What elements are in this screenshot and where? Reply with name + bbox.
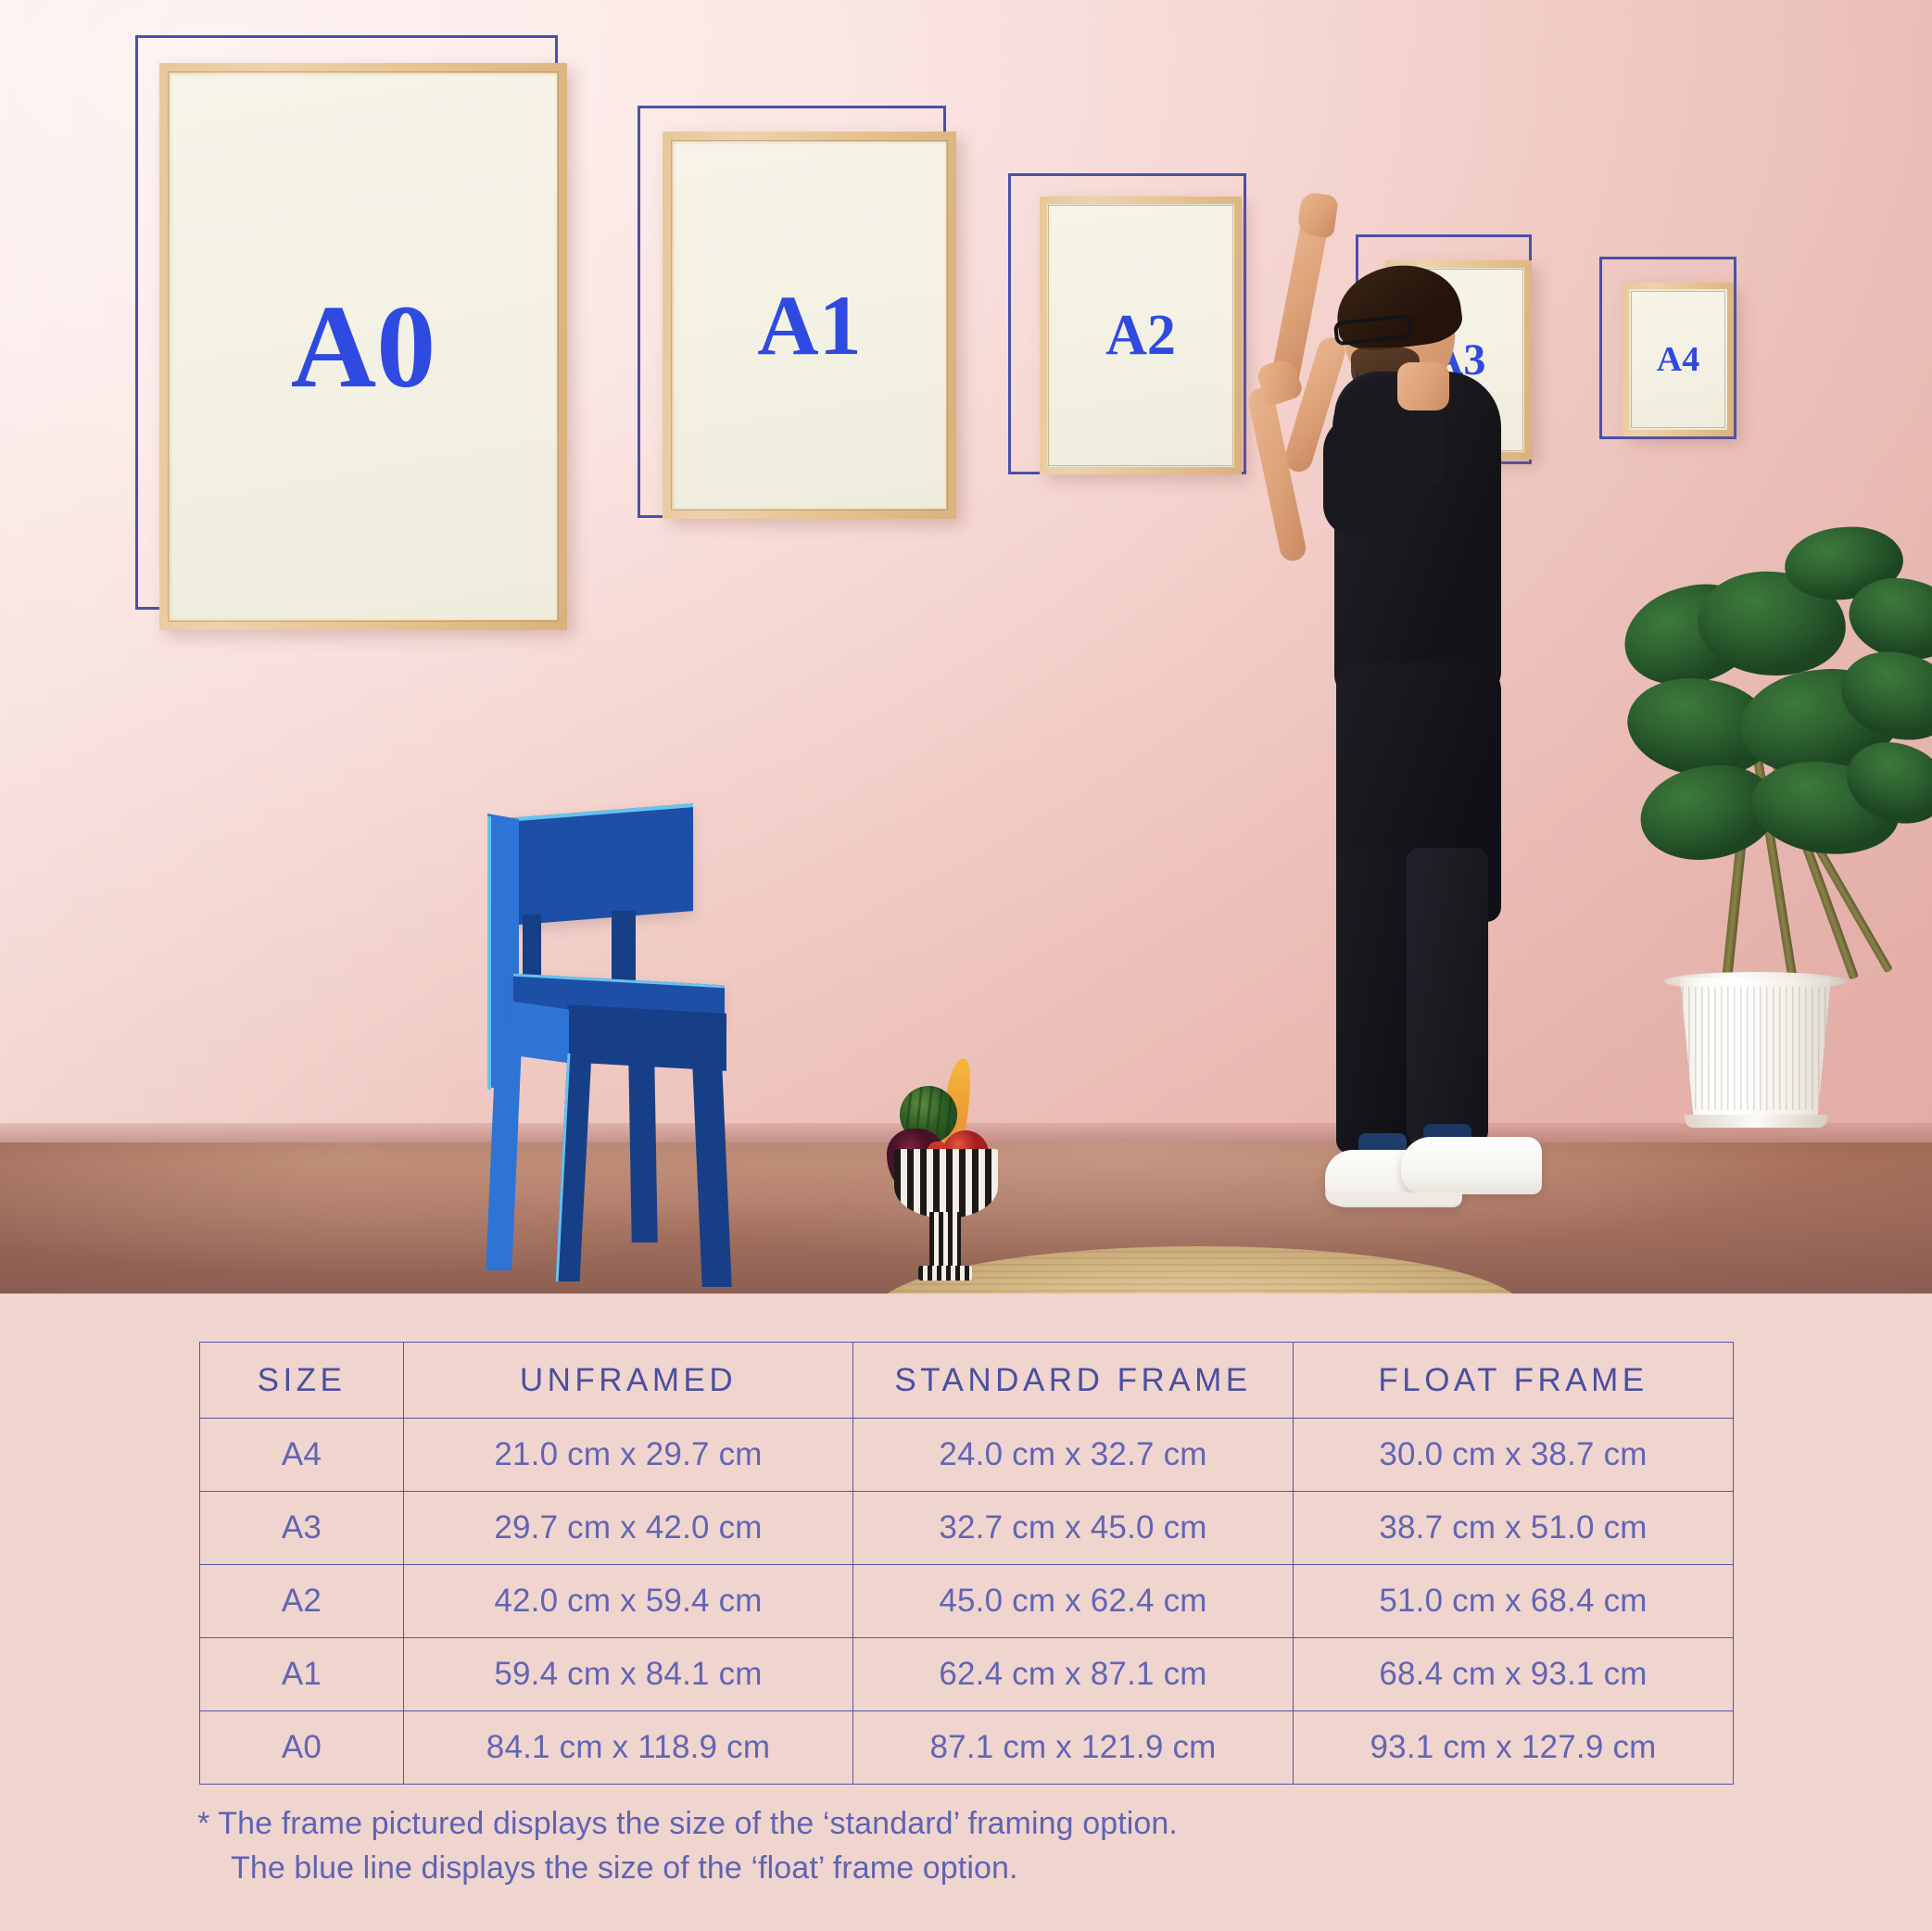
size-table-panel: SIZE UNFRAMED STANDARD FRAME FLOAT FRAME… bbox=[0, 1294, 1932, 1931]
plant-pot bbox=[1680, 978, 1831, 1121]
table-footnote: * The frame pictured displays the size o… bbox=[197, 1801, 1178, 1891]
cell-standard: 62.4 cm x 87.1 cm bbox=[852, 1637, 1294, 1711]
cell-unframed: 84.1 cm x 118.9 cm bbox=[403, 1710, 853, 1785]
plant-pot-foot bbox=[1685, 1115, 1827, 1128]
frame-label-a0: A0 bbox=[290, 281, 436, 412]
frame-mat-a0: A0 bbox=[170, 73, 557, 620]
size-table: SIZE UNFRAMED STANDARD FRAME FLOAT FRAME… bbox=[199, 1342, 1734, 1785]
chair-side-edge bbox=[487, 815, 491, 1091]
table-row: A3 29.7 cm x 42.0 cm 32.7 cm x 45.0 cm 3… bbox=[199, 1491, 1734, 1565]
cell-standard: 24.0 cm x 32.7 cm bbox=[852, 1418, 1294, 1492]
rug-weave-texture bbox=[876, 1246, 1524, 1294]
blue-chair bbox=[474, 803, 780, 1287]
person-sleeve bbox=[1323, 414, 1412, 536]
chair-leg-mid bbox=[628, 1059, 658, 1243]
person-hanging-frame bbox=[1195, 191, 1542, 1209]
float-outline-a4 bbox=[1599, 257, 1736, 439]
cell-size: A4 bbox=[199, 1418, 404, 1492]
cell-size: A0 bbox=[199, 1710, 404, 1785]
footnote-line-2: The blue line displays the size of the ‘… bbox=[231, 1850, 1018, 1887]
person-leg-front bbox=[1407, 848, 1488, 1144]
cell-standard: 45.0 cm x 62.4 cm bbox=[852, 1564, 1294, 1638]
column-header-unframed: UNFRAMED bbox=[403, 1342, 853, 1419]
person-sneaker-sole-back bbox=[1325, 1193, 1462, 1205]
cell-standard: 32.7 cm x 45.0 cm bbox=[852, 1491, 1294, 1565]
person-neck bbox=[1397, 362, 1449, 410]
frame-mat-a2: A2 bbox=[1047, 204, 1234, 467]
table-row: A2 42.0 cm x 59.4 cm 45.0 cm x 62.4 cm 5… bbox=[199, 1564, 1734, 1638]
cell-size: A3 bbox=[199, 1491, 404, 1565]
footnote-line-1: * The frame pictured displays the size o… bbox=[197, 1806, 1178, 1841]
fruit-bowl-stem bbox=[929, 1212, 961, 1269]
person-sneaker-front bbox=[1401, 1137, 1542, 1194]
column-header-size: SIZE bbox=[199, 1342, 404, 1419]
fruit-bowl bbox=[885, 1056, 1005, 1288]
plant-pot-ribs bbox=[1680, 987, 1831, 1110]
frame-a4[interactable]: A4 bbox=[1623, 283, 1734, 436]
cell-unframed: 29.7 cm x 42.0 cm bbox=[403, 1491, 853, 1565]
chair-leg-front-right bbox=[691, 1044, 732, 1287]
monstera-plant bbox=[1612, 514, 1932, 1205]
cell-unframed: 59.4 cm x 84.1 cm bbox=[403, 1637, 853, 1711]
frame-label-a4: A4 bbox=[1656, 340, 1700, 379]
table-row: A0 84.1 cm x 118.9 cm 87.1 cm x 121.9 cm… bbox=[199, 1710, 1734, 1785]
person-leg-back bbox=[1336, 848, 1420, 1154]
frame-mat-a4: A4 bbox=[1629, 289, 1727, 430]
cell-size: A2 bbox=[199, 1564, 404, 1638]
cell-float: 93.1 cm x 127.9 cm bbox=[1293, 1710, 1734, 1785]
cell-float: 51.0 cm x 68.4 cm bbox=[1293, 1564, 1734, 1638]
cell-size: A1 bbox=[199, 1637, 404, 1711]
cell-standard: 87.1 cm x 121.9 cm bbox=[852, 1710, 1294, 1785]
frame-label-a1: A1 bbox=[757, 278, 862, 372]
table-row: A4 21.0 cm x 29.7 cm 24.0 cm x 32.7 cm 3… bbox=[199, 1418, 1734, 1492]
fruit-bowl-cup bbox=[894, 1149, 998, 1218]
frame-a1[interactable]: A1 bbox=[663, 132, 956, 519]
frame-a0[interactable]: A0 bbox=[159, 63, 567, 630]
cell-unframed: 21.0 cm x 29.7 cm bbox=[403, 1418, 853, 1492]
chair-backrest bbox=[508, 803, 693, 926]
column-header-float: FLOAT FRAME bbox=[1293, 1342, 1734, 1419]
frame-mat-a1: A1 bbox=[673, 142, 946, 509]
table-header-row: SIZE UNFRAMED STANDARD FRAME FLOAT FRAME bbox=[199, 1342, 1734, 1419]
cell-float: 30.0 cm x 38.7 cm bbox=[1293, 1418, 1734, 1492]
fruit-bowl-base bbox=[918, 1266, 972, 1281]
table-row: A1 59.4 cm x 84.1 cm 62.4 cm x 87.1 cm 6… bbox=[199, 1637, 1734, 1711]
column-header-standard: STANDARD FRAME bbox=[852, 1342, 1294, 1419]
cell-unframed: 42.0 cm x 59.4 cm bbox=[403, 1564, 853, 1638]
cell-float: 38.7 cm x 51.0 cm bbox=[1293, 1491, 1734, 1565]
cell-float: 68.4 cm x 93.1 cm bbox=[1293, 1637, 1734, 1711]
chair-back-post-right bbox=[612, 911, 636, 985]
frame-label-a2: A2 bbox=[1105, 304, 1176, 367]
photo-scene: A0 A1 A2 A3 bbox=[0, 0, 1932, 1294]
chair-back-post-left bbox=[523, 915, 541, 985]
jute-rug bbox=[876, 1246, 1524, 1294]
